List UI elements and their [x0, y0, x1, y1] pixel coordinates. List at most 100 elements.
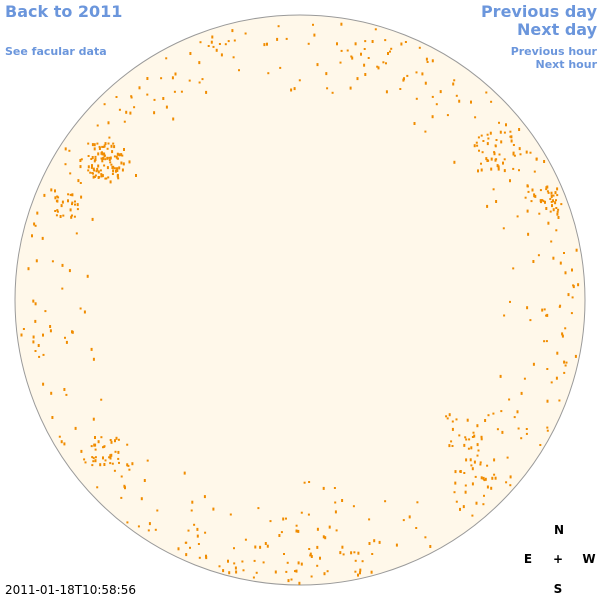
- facular-point: [555, 199, 557, 202]
- facular-point: [558, 399, 561, 402]
- previous-day-link[interactable]: Previous day: [480, 2, 597, 21]
- facular-point: [541, 308, 544, 312]
- facular-point: [495, 139, 498, 141]
- facular-point: [363, 63, 366, 67]
- facular-point: [92, 417, 95, 421]
- facular-point: [421, 72, 424, 76]
- facular-point: [339, 61, 342, 64]
- facular-point: [286, 561, 289, 564]
- next-hour-link[interactable]: Next hour: [535, 58, 598, 71]
- facular-point: [323, 572, 326, 576]
- facular-point: [115, 155, 118, 159]
- facular-link[interactable]: See facular data: [5, 45, 107, 58]
- facular-point: [364, 73, 367, 76]
- facular-point: [496, 428, 499, 431]
- facular-point: [102, 146, 105, 148]
- facular-point: [109, 439, 112, 441]
- facular-point: [322, 486, 325, 490]
- facular-point: [503, 169, 506, 173]
- facular-point: [254, 545, 257, 549]
- facular-point: [378, 540, 381, 544]
- facular-point: [564, 271, 567, 275]
- facular-point: [316, 63, 319, 67]
- facular-point: [390, 47, 393, 50]
- facular-point: [70, 215, 73, 219]
- facular-point: [86, 274, 89, 278]
- facular-point: [387, 52, 389, 55]
- facular-point: [426, 61, 429, 63]
- facular-point: [118, 461, 120, 464]
- facular-point: [165, 105, 168, 109]
- facular-point: [537, 254, 540, 257]
- previous-hour-link[interactable]: Previous hour: [510, 45, 597, 58]
- facular-point: [499, 130, 502, 134]
- facular-point: [451, 427, 454, 431]
- facular-point: [334, 501, 337, 504]
- facular-point: [185, 541, 188, 544]
- next-day-link[interactable]: Next day: [517, 20, 597, 39]
- facular-point: [266, 544, 269, 548]
- facular-point: [283, 553, 285, 555]
- facular-point: [357, 573, 359, 577]
- facular-point: [435, 103, 438, 106]
- facular-point: [450, 440, 453, 443]
- facular-point: [341, 545, 344, 549]
- facular-point: [117, 450, 120, 454]
- facular-point: [476, 443, 479, 447]
- facular-point: [525, 428, 528, 430]
- facular-point: [115, 96, 118, 98]
- facular-point: [475, 501, 478, 505]
- facular-point: [477, 169, 479, 173]
- facular-point: [535, 157, 538, 160]
- facular-point: [62, 214, 65, 217]
- facular-point: [543, 340, 546, 343]
- facular-point: [68, 269, 71, 273]
- facular-point: [269, 520, 272, 523]
- facular-point: [334, 510, 337, 514]
- facular-point: [107, 176, 110, 179]
- facular-point: [109, 156, 112, 160]
- facular-point: [197, 543, 200, 545]
- facular-point: [104, 158, 107, 161]
- facular-point: [116, 152, 119, 156]
- facular-point: [316, 545, 319, 549]
- facular-point: [171, 76, 174, 80]
- facular-point: [471, 467, 474, 471]
- facular-point: [298, 581, 301, 585]
- facular-point: [493, 152, 496, 156]
- back-link[interactable]: Back to 2011: [5, 2, 123, 21]
- facular-point: [543, 160, 546, 163]
- facular-point: [101, 152, 104, 156]
- facular-point: [555, 229, 558, 232]
- facular-point: [529, 151, 532, 154]
- facular-point: [104, 142, 107, 146]
- facular-point: [91, 172, 94, 174]
- facular-point: [545, 340, 548, 343]
- facular-point: [490, 100, 493, 103]
- facular-point: [111, 150, 114, 154]
- facular-point: [293, 87, 296, 91]
- facular-point: [113, 469, 116, 472]
- facular-point: [453, 491, 456, 494]
- facular-point: [476, 144, 479, 147]
- facular-point: [563, 360, 566, 364]
- facular-point: [290, 88, 293, 92]
- facular-point: [402, 519, 405, 522]
- facular-point: [480, 436, 483, 439]
- facular-point: [267, 72, 270, 75]
- facular-point: [100, 157, 103, 160]
- facular-point: [282, 517, 285, 521]
- facular-point: [415, 71, 418, 74]
- facular-point: [83, 458, 86, 461]
- facular-point: [90, 166, 93, 169]
- facular-point: [564, 364, 567, 367]
- facular-point: [527, 232, 530, 236]
- facular-point: [67, 199, 69, 203]
- facular-point: [71, 203, 73, 206]
- facular-point: [255, 571, 258, 574]
- facular-point: [198, 556, 201, 559]
- facular-point: [490, 167, 493, 171]
- facular-point: [101, 159, 104, 163]
- facular-point: [100, 436, 103, 439]
